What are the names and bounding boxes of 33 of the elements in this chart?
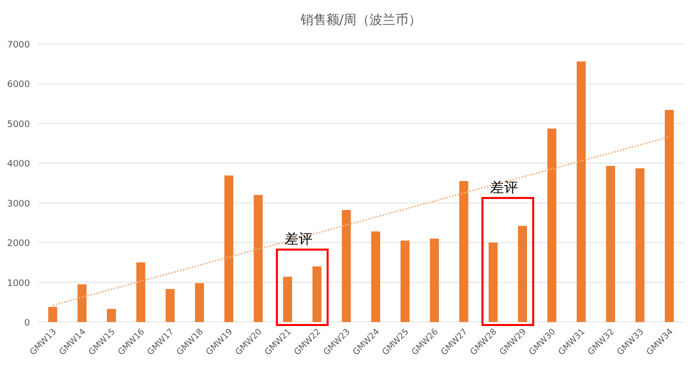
y-tick-label: 4000 [7,160,30,170]
bar [136,262,146,322]
bar [106,308,116,322]
y-tick-label: 2000 [7,239,30,250]
bar [635,168,644,322]
bar [459,181,468,322]
y-tick-label: 3000 [7,199,30,210]
bar [224,175,234,322]
bar [400,240,410,322]
bar [312,266,322,322]
bar [664,110,674,322]
bar [576,61,586,322]
y-tick-label: 0 [24,318,30,328]
chart-title: 销售额/周（波兰币） [299,13,422,28]
bar [518,226,527,322]
bar [195,283,204,322]
bar [606,166,616,322]
y-tick-label: 1000 [7,278,30,289]
bar [166,289,175,322]
bar [488,242,498,322]
bar [430,238,439,322]
bar [78,284,87,322]
bar [371,231,380,322]
y-tick-label: 6000 [7,80,30,90]
annotation: 差评 [284,232,313,248]
annotation: 差评 [490,180,518,196]
bar [342,210,351,322]
bar [254,194,263,322]
bar [283,276,292,322]
y-tick-label: 7000 [7,40,30,50]
y-tick-label: 5000 [7,120,30,130]
bar [547,128,556,322]
bar [48,306,58,322]
